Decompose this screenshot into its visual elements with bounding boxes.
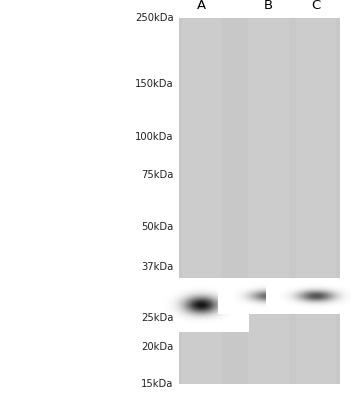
Text: A: A <box>197 0 206 12</box>
Text: 150kDa: 150kDa <box>135 80 174 90</box>
Text: 100kDa: 100kDa <box>135 132 174 142</box>
Text: 37kDa: 37kDa <box>141 262 174 272</box>
Bar <box>179 18 340 384</box>
Text: B: B <box>264 0 273 12</box>
Text: 50kDa: 50kDa <box>141 222 174 232</box>
Bar <box>249 18 289 384</box>
Text: 20kDa: 20kDa <box>141 342 174 352</box>
Text: 15kDa: 15kDa <box>141 379 174 389</box>
Text: C: C <box>311 0 320 12</box>
Bar <box>182 18 222 384</box>
Text: 25kDa: 25kDa <box>141 312 174 322</box>
Text: 250kDa: 250kDa <box>135 13 174 23</box>
Text: 75kDa: 75kDa <box>141 170 174 180</box>
Bar <box>296 18 336 384</box>
